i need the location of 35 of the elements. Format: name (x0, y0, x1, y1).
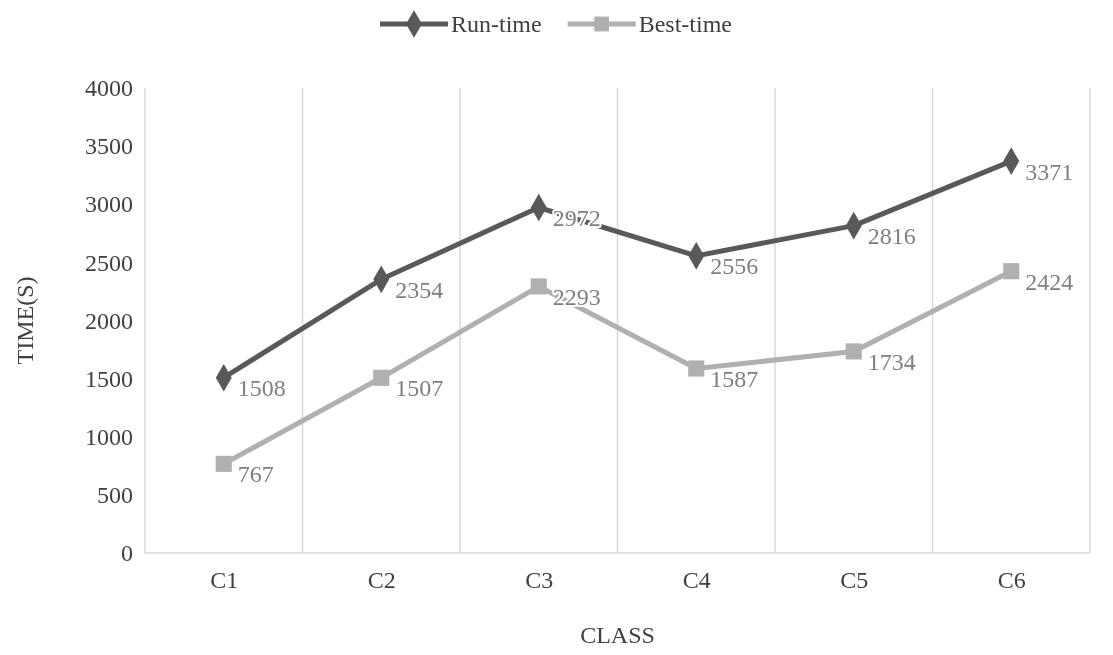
x-tick-label: C2 (367, 567, 396, 594)
x-tick-label: C5 (840, 567, 869, 594)
y-tick-label: 1500 (85, 365, 133, 392)
y-tick-label: 3000 (85, 191, 133, 218)
data-label: 1587 (710, 365, 759, 392)
y-axis-title: TIME(S) (12, 276, 38, 365)
data-label: 2354 (395, 276, 444, 303)
y-tick-label: 3500 (85, 133, 133, 160)
data-label: 2556 (710, 253, 759, 280)
point (530, 278, 547, 295)
point (845, 343, 862, 360)
x-axis-title: CLASS (580, 622, 655, 648)
x-tick-label: C4 (682, 567, 711, 594)
point (688, 360, 705, 377)
y-tick-label: 2000 (85, 307, 133, 334)
point (1003, 263, 1020, 280)
x-tick-label: C3 (525, 567, 554, 594)
data-label: 3371 (1025, 158, 1074, 185)
y-tick-label: 2500 (85, 249, 133, 276)
x-tick-label: C1 (210, 567, 239, 594)
data-label: 1507 (395, 375, 444, 402)
y-tick-label: 500 (97, 482, 133, 509)
legend-label: Run-time (451, 11, 542, 38)
data-label: 1734 (867, 348, 916, 375)
y-tick-label: 1000 (85, 423, 133, 450)
data-label: 2816 (867, 223, 916, 250)
point (373, 369, 390, 386)
x-tick-label: C6 (997, 567, 1026, 594)
legend-label: Best-time (638, 11, 732, 38)
point (215, 455, 232, 472)
y-tick-label: 0 (121, 540, 133, 567)
y-tick-label: 4000 (85, 75, 133, 102)
data-label: 767 (237, 461, 274, 488)
data-label: 2424 (1025, 268, 1074, 295)
data-label: 1508 (237, 375, 286, 402)
